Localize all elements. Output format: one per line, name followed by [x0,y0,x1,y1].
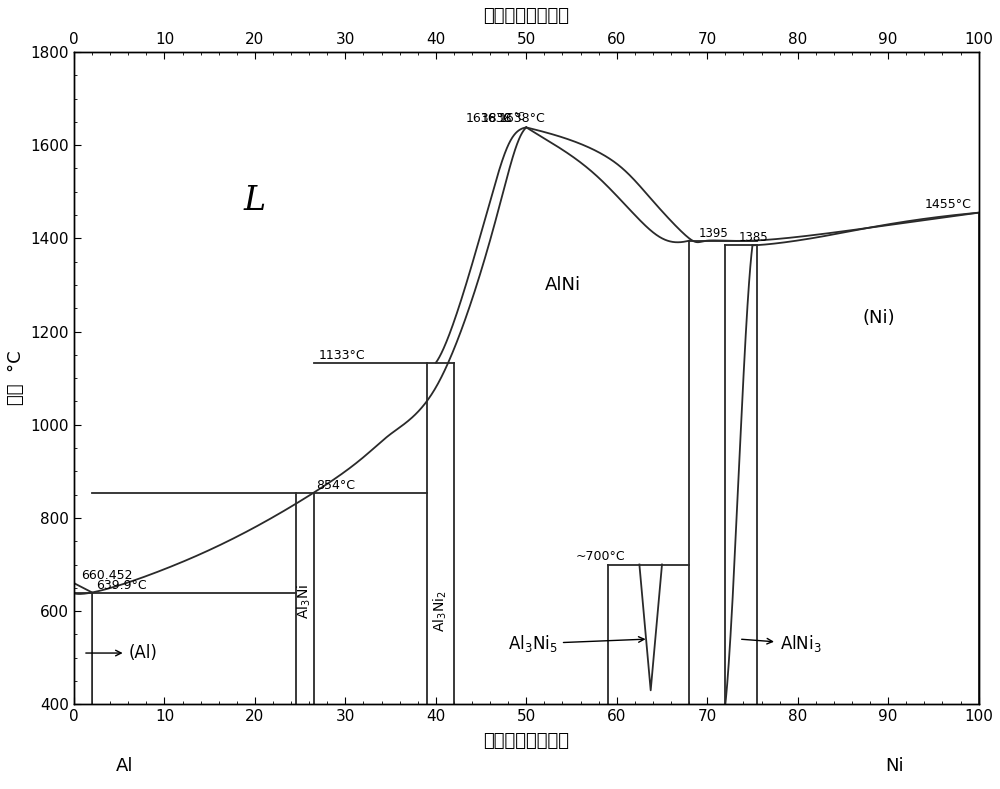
Text: Ni: Ni [886,757,904,775]
Text: Al$_3$Ni$_2$: Al$_3$Ni$_2$ [432,590,449,632]
Text: (Al): (Al) [86,644,157,662]
Text: Al: Al [116,757,134,775]
Text: AlNi: AlNi [544,276,581,294]
Text: 1133°C: 1133°C [318,349,365,362]
Text: ~700°C: ~700°C [576,550,626,563]
Y-axis label: 温度  °C: 温度 °C [7,351,25,406]
Text: 660.452: 660.452 [81,569,133,581]
X-axis label: 镜的原子百分含量: 镜的原子百分含量 [483,732,569,750]
Text: 854°C: 854°C [316,479,355,492]
Text: 1638°C: 1638°C [466,112,513,125]
Text: 1638: 1638 [481,112,513,125]
Text: 1395: 1395 [698,226,728,240]
Text: (Ni): (Ni) [863,308,895,327]
Text: Al$_3$Ni$_5$: Al$_3$Ni$_5$ [508,634,644,654]
Text: Al$_3$Ni: Al$_3$Ni [296,585,313,619]
X-axis label: 镜的重量百分含量: 镜的重量百分含量 [483,7,569,25]
Text: °C: °C [513,112,524,122]
Text: 1638°C: 1638°C [498,112,545,125]
Text: L: L [244,185,266,217]
Text: 1385: 1385 [739,231,769,245]
Text: 1455°C: 1455°C [924,198,971,211]
Text: AlNi$_3$: AlNi$_3$ [742,634,821,654]
Text: 639.9°C: 639.9°C [97,579,147,592]
